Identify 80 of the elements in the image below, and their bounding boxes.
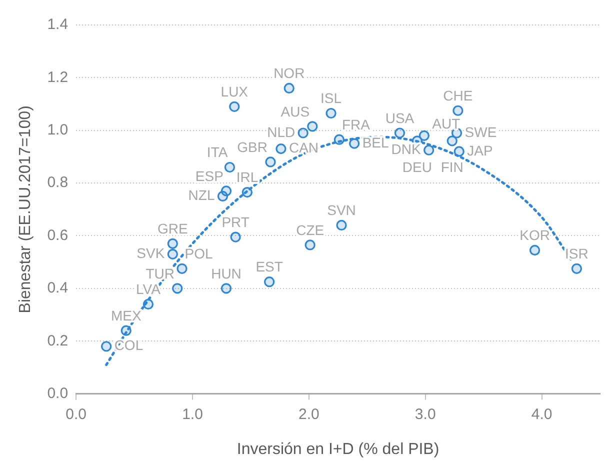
- annotation: USA: [385, 110, 415, 126]
- y-tick-label: 0.2: [47, 332, 68, 350]
- point: [230, 232, 241, 242]
- point: [394, 128, 406, 138]
- annotation: GRE: [158, 220, 188, 237]
- annotation: CAN: [288, 140, 319, 156]
- point: [167, 248, 178, 260]
- annotation: DEU: [402, 158, 432, 175]
- point: [307, 121, 318, 132]
- y-tick-label: 1.2: [47, 68, 68, 86]
- annotation: JAP: [467, 142, 493, 158]
- annotation: SVN: [327, 202, 356, 218]
- point: [120, 325, 132, 336]
- point: [229, 101, 240, 112]
- point: [265, 156, 276, 168]
- point: [454, 146, 464, 157]
- x-axis-title: Inversión en I+D (% del PIB): [236, 440, 440, 458]
- annotation: COL: [114, 337, 144, 354]
- annotation: FIN: [440, 158, 464, 175]
- point: [142, 298, 154, 310]
- point: [101, 341, 112, 352]
- point: [224, 162, 236, 173]
- annotation: AUT: [432, 116, 461, 132]
- point: [424, 144, 434, 156]
- point: [349, 138, 360, 149]
- point: [284, 82, 294, 94]
- x-tick-label: 3.0: [414, 406, 436, 423]
- annotation: LVA: [136, 281, 162, 298]
- annotation: DNK: [391, 140, 422, 157]
- point: [167, 238, 178, 249]
- y-tick-label: 0.8: [47, 174, 68, 192]
- annotation: ISL: [320, 90, 342, 106]
- annotation: NLD: [267, 124, 296, 140]
- point: [304, 240, 316, 250]
- point: [220, 283, 232, 294]
- point: [264, 276, 275, 288]
- annotation: EST: [256, 258, 284, 275]
- annotation: POL: [184, 246, 214, 262]
- point: [242, 186, 253, 198]
- point: [336, 220, 347, 231]
- point: [446, 136, 458, 146]
- annotation: LUX: [220, 84, 249, 100]
- point: [176, 263, 188, 274]
- y-tick-label: 0.0: [47, 384, 68, 402]
- point: [298, 128, 308, 138]
- y-tick-label: 1.4: [47, 16, 68, 34]
- annotation: AUS: [280, 103, 310, 120]
- x-tick-label: 4.0: [531, 406, 552, 423]
- annotation: GBR: [237, 138, 268, 155]
- annotation: NOR: [274, 65, 305, 82]
- y-tick-label: 0.4: [47, 280, 68, 297]
- point: [529, 244, 540, 256]
- x-tick-label: 0.0: [66, 406, 86, 423]
- annotation: NZL: [188, 187, 215, 204]
- y-tick-label: 1.0: [47, 122, 68, 139]
- annotation: CHE: [443, 87, 473, 104]
- annotation: ITA: [206, 144, 228, 160]
- annotation: IRL: [236, 169, 258, 186]
- annotation: KOR: [520, 227, 550, 244]
- x-tick-label: 1.0: [182, 406, 203, 423]
- point: [172, 283, 183, 294]
- annotation: CZE: [296, 222, 324, 238]
- point: [571, 263, 582, 274]
- point: [276, 144, 286, 154]
- point: [418, 130, 430, 141]
- annotation: FRA: [342, 116, 371, 132]
- point: [217, 190, 228, 202]
- point: [334, 134, 344, 145]
- annotation: PRT: [222, 214, 250, 230]
- y-tick-label: 0.6: [47, 226, 68, 244]
- y-axis-title: Bienestar (EE.UU.2017=100): [17, 106, 34, 314]
- annotation: ESP: [195, 168, 224, 184]
- annotation: BEL: [362, 134, 389, 150]
- annotation: SVK: [136, 245, 166, 262]
- point: [452, 105, 464, 116]
- annotation: HUN: [211, 265, 242, 282]
- point: [326, 108, 336, 119]
- x-tick-label: 2.0: [298, 406, 320, 423]
- annotation: SWE: [464, 124, 497, 140]
- annotation: ISR: [565, 246, 588, 262]
